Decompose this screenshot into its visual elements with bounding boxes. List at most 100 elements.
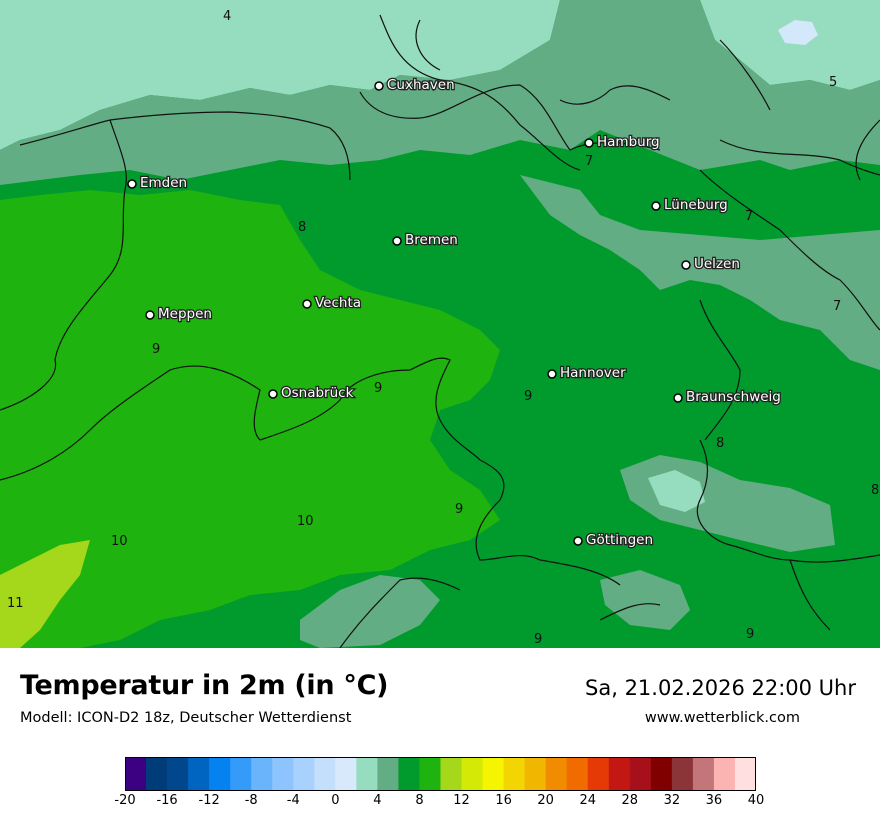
city-osnabrueck[interactable]: Osnabrück	[268, 384, 355, 402]
color-scale-tick-label: 20	[537, 793, 554, 808]
color-scale-swatch	[440, 757, 462, 791]
color-scale-swatch	[314, 757, 336, 791]
city-goettingen[interactable]: Göttingen	[573, 531, 654, 549]
color-scale-swatch	[209, 757, 231, 791]
color-scale-swatch	[650, 757, 673, 791]
city-lueneburg[interactable]: Lüneburg	[651, 196, 729, 214]
color-scale-tick-label: -12	[198, 793, 220, 808]
color-scale-swatch	[188, 757, 210, 791]
website-link[interactable]: www.wetterblick.com	[644, 710, 800, 726]
color-scale-swatch	[608, 757, 631, 791]
color-scale-tick-label: 12	[453, 793, 470, 808]
svg-text:Braunschweig: Braunschweig	[686, 389, 781, 405]
color-scale-swatch	[671, 757, 694, 791]
contour-label: 9	[746, 627, 754, 642]
city-cuxhaven[interactable]: Cuxhaven	[374, 76, 456, 94]
svg-text:Osnabrück: Osnabrück	[281, 385, 354, 401]
contour-label: 10	[297, 514, 314, 529]
contour-label: 7	[833, 299, 841, 314]
color-scale-tick-label: 40	[747, 793, 765, 808]
temp-area-6-east	[520, 175, 880, 370]
contour-label: 9	[374, 381, 382, 396]
borders	[0, 14, 880, 648]
contour-label: 4	[223, 9, 231, 24]
color-scale-swatch	[167, 757, 189, 791]
color-scale-swatch	[377, 757, 399, 791]
city-vechta[interactable]: Vechta	[302, 294, 362, 312]
city-meppen[interactable]: Meppen	[145, 305, 213, 323]
color-scale-swatch	[356, 757, 378, 791]
color-scale-tick-label: -4	[286, 793, 300, 808]
lake	[778, 20, 818, 45]
contour-label: 9	[455, 502, 463, 517]
temp-area-4-harz	[648, 470, 705, 512]
color-scale-swatch	[398, 757, 420, 791]
color-scale-swatch	[734, 757, 756, 791]
city-bremen[interactable]: Bremen	[392, 231, 459, 249]
contour-labels: 4 5 7 7 7 8 8 8 9 9 9 9 9 9 9 10 10 11	[7, 9, 879, 647]
contour-label: 11	[7, 596, 24, 611]
svg-text:Hamburg: Hamburg	[597, 134, 660, 150]
color-scale-swatch	[272, 757, 294, 791]
color-scale-tick-label: -8	[244, 793, 258, 808]
city-hannover[interactable]: Hannover	[547, 364, 627, 382]
color-scale-swatch	[587, 757, 610, 791]
temp-area-4-northeast	[700, 0, 880, 90]
temp-area-11	[0, 540, 90, 648]
color-scale-border	[125, 757, 756, 791]
color-scale-tick-label: 24	[579, 793, 596, 808]
color-scale-swatch	[335, 757, 357, 791]
contour-label: 9	[534, 632, 542, 647]
svg-text:Cuxhaven: Cuxhaven	[387, 77, 455, 93]
color-scale-swatch	[146, 757, 168, 791]
color-scale-swatch	[482, 757, 504, 791]
color-scale-tick-label: 0	[331, 793, 340, 808]
contour-label: 8	[298, 220, 306, 235]
color-scale-swatch	[419, 757, 441, 791]
city-hamburg[interactable]: Hamburg	[584, 133, 661, 151]
city-uelzen[interactable]: Uelzen	[681, 255, 741, 273]
color-scale-tick-label: 4	[373, 793, 382, 808]
color-scale-tick-label: 32	[663, 793, 681, 808]
contour-label: 9	[152, 342, 160, 357]
color-scale-tick-label: 16	[495, 793, 512, 808]
color-scale-tick-label: -16	[156, 793, 178, 808]
color-scale-swatch	[125, 757, 147, 791]
temp-area-6-coast	[0, 0, 880, 185]
color-scale-swatch	[230, 757, 252, 791]
color-scale-swatch	[713, 757, 736, 791]
contour-label: 8	[871, 483, 879, 498]
city-emden[interactable]: Emden	[127, 174, 188, 192]
contour-label: 7	[585, 154, 593, 169]
forecast-datetime: Sa, 21.02.2026 22:00 Uhr	[585, 676, 856, 700]
color-scale-swatch	[524, 757, 547, 791]
contour-label: 9	[524, 389, 532, 404]
color-scale-tick-label: 36	[705, 793, 723, 808]
svg-text:Lüneburg: Lüneburg	[664, 197, 728, 213]
city-markers: Cuxhaven Hamburg Emden Lüneburg Bremen U…	[127, 76, 782, 549]
color-scale-swatch	[461, 757, 483, 791]
color-scale-tick-label: 28	[621, 793, 639, 808]
city-braunschweig[interactable]: Braunschweig	[673, 388, 782, 406]
svg-text:Uelzen: Uelzen	[694, 256, 740, 272]
svg-text:Göttingen: Göttingen	[586, 532, 653, 548]
contour-label: 10	[111, 534, 128, 549]
color-scale-swatch	[545, 757, 568, 791]
color-scale	[125, 757, 756, 791]
color-scale-swatch	[293, 757, 315, 791]
contour-label: 5	[829, 75, 837, 90]
color-scale-tick-label: -20	[114, 793, 136, 808]
color-scale-swatch	[251, 757, 273, 791]
contour-label: 8	[716, 436, 724, 451]
contour-label: 7	[745, 209, 753, 224]
temp-area-6-southeast	[600, 570, 690, 630]
svg-text:Vechta: Vechta	[315, 295, 361, 311]
color-scale-swatch	[692, 757, 715, 791]
color-scale-tick-label: 8	[415, 793, 424, 808]
svg-text:Hannover: Hannover	[560, 365, 626, 381]
temp-area-4-north	[0, 0, 560, 150]
color-scale-swatch	[503, 757, 526, 791]
color-scale-labels: -20 -16 -12 -8 -4 0 4 8 12 16 20 24 28 32 36 40	[0, 793, 880, 813]
temp-area-10	[0, 190, 500, 648]
svg-text:Meppen: Meppen	[158, 306, 212, 322]
